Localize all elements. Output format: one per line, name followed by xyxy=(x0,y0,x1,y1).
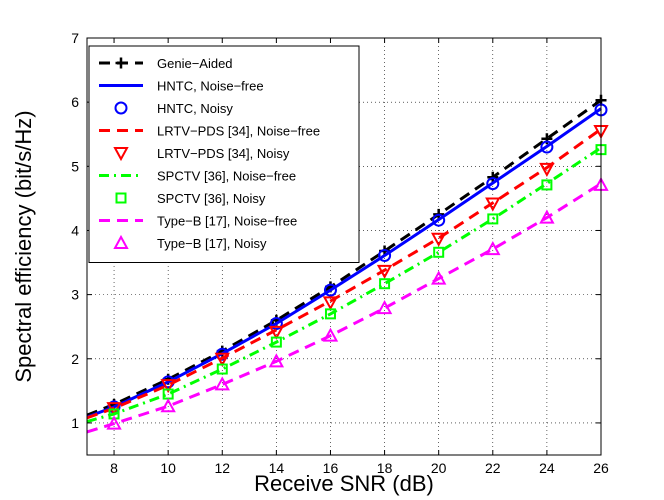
legend-label: HNTC, Noise−free xyxy=(157,79,264,94)
series-lrtv-pds-34-noise-free xyxy=(86,127,602,420)
series-line-lrtv-pds-34-noise-free xyxy=(86,127,602,420)
legend: Genie−Aided HNTC, Noise−free HNTC, Noisy LR… xyxy=(88,45,360,263)
data-point-type-b-17-noisy xyxy=(322,327,339,342)
data-point-spctv-36-noisy xyxy=(379,278,391,290)
x-tick-label: 24 xyxy=(539,460,555,476)
data-point-type-b-17-noisy xyxy=(430,270,447,285)
data-point-lrtv-pds-34-noisy xyxy=(160,379,176,394)
legend-label: Type−B [17], Noise−free xyxy=(157,214,297,229)
x-axis-label: Receive SNR (dB) xyxy=(254,471,434,496)
data-point-lrtv-pds-34-noisy xyxy=(214,352,230,367)
y-tick-label: 5 xyxy=(71,158,79,174)
x-tick-label: 22 xyxy=(485,460,501,476)
data-point-hntc-noisy xyxy=(323,283,337,297)
x-tick-label: 14 xyxy=(269,460,285,476)
data-point-type-b-17-noisy xyxy=(539,209,555,224)
data-point-spctv-36-noisy xyxy=(270,336,282,348)
data-point-hntc-noisy xyxy=(540,140,554,154)
y-axis-label: Spectral efficiency (bit/s/Hz) xyxy=(11,110,36,382)
data-point-lrtv-pds-34-noisy xyxy=(430,232,447,247)
legend-entry-genie-aided: Genie−Aided xyxy=(99,56,233,71)
legend-marker-spctv-36-noisy xyxy=(115,192,127,204)
legend-entry-spctv-36-noise-free: SPCTV [36], Noise−free xyxy=(99,169,296,184)
x-tick-label: 20 xyxy=(431,460,447,476)
series-line-type-b-17-noise-free xyxy=(86,182,602,434)
data-point-type-b-17-noisy xyxy=(214,376,230,391)
x-tick-label: 8 xyxy=(110,460,118,476)
legend-label: LRTV−PDS [34], Noisy xyxy=(157,146,290,161)
legend-entry-lrtv-pds-34-noise-free: LRTV−PDS [34], Noise−free xyxy=(99,124,320,139)
data-point-type-b-17-noisy xyxy=(376,299,393,315)
x-tick-label: 12 xyxy=(214,460,230,476)
data-point-hntc-noisy xyxy=(378,248,392,262)
data-point-spctv-36-noisy xyxy=(216,363,228,375)
y-tick-label: 4 xyxy=(71,222,79,238)
legend-label: HNTC, Noisy xyxy=(157,101,233,116)
legend-entry-hntc-noise-free: HNTC, Noise−free xyxy=(99,79,264,94)
y-tick-label: 6 xyxy=(71,94,79,110)
y-tick-label: 1 xyxy=(71,415,79,431)
legend-label: Genie−Aided xyxy=(157,56,233,71)
legend-box xyxy=(88,45,360,263)
legend-entry-type-b-17-noisy: Type−B [17], Noisy xyxy=(113,234,267,251)
series-line-hntc-noise-free xyxy=(86,107,602,419)
data-point-type-b-17-noisy xyxy=(160,398,176,413)
data-point-spctv-36-noisy xyxy=(433,246,445,258)
series-spctv-36-noise-free xyxy=(86,146,602,424)
series-layer xyxy=(86,94,609,434)
x-tick-label: 18 xyxy=(377,460,393,476)
data-point-hntc-noisy xyxy=(432,213,446,227)
data-point-spctv-36-noisy xyxy=(541,179,553,191)
y-tick-label: 7 xyxy=(71,30,79,46)
legend-marker-lrtv-pds-34-noisy xyxy=(113,147,129,162)
legend-entry-spctv-36-noisy: SPCTV [36], Noisy xyxy=(115,191,266,206)
legend-marker-type-b-17-noisy xyxy=(113,234,129,249)
legend-label: LRTV−PDS [34], Noise−free xyxy=(157,124,320,139)
data-point-lrtv-pds-34-noisy xyxy=(485,197,501,212)
data-point-type-b-17-noisy xyxy=(268,353,285,368)
x-tick-label: 26 xyxy=(593,460,609,476)
data-point-lrtv-pds-34-noisy xyxy=(268,325,285,340)
data-point-spctv-36-noisy xyxy=(487,213,499,225)
y-tick-label: 3 xyxy=(71,287,79,303)
plot-frame xyxy=(86,37,602,456)
legend-entry-type-b-17-noise-free: Type−B [17], Noise−free xyxy=(99,214,297,229)
data-point-spctv-36-noisy xyxy=(324,308,336,320)
series-hntc-noise-free xyxy=(86,107,602,419)
data-point-hntc-noisy xyxy=(486,177,500,191)
data-point-lrtv-pds-34-noisy xyxy=(376,264,393,279)
data-point-type-b-17-noisy xyxy=(106,415,122,430)
x-tick-label: 16 xyxy=(323,460,339,476)
legend-marker-genie-aided xyxy=(115,57,127,69)
data-point-type-b-17-noisy xyxy=(485,240,501,256)
legend-marker-hntc-noisy xyxy=(114,101,128,115)
series-type-b-17-noise-free xyxy=(86,182,602,434)
legend-entry-lrtv-pds-34-noisy: LRTV−PDS [34], Noisy xyxy=(113,146,290,162)
data-point-hntc-noisy xyxy=(269,316,283,330)
legend-label: Type−B [17], Noisy xyxy=(157,236,267,251)
series-line-spctv-36-noise-free xyxy=(86,146,602,424)
x-tick-label: 10 xyxy=(160,460,176,476)
y-tick-label: 2 xyxy=(71,351,79,367)
data-point-lrtv-pds-34-noisy xyxy=(322,296,339,311)
series-type-b-17-noisy xyxy=(106,176,609,430)
data-point-lrtv-pds-34-noisy xyxy=(539,162,555,177)
legend-label: SPCTV [36], Noise−free xyxy=(157,169,296,184)
legend-entry-hntc-noisy: HNTC, Noisy xyxy=(114,101,233,116)
legend-label: SPCTV [36], Noisy xyxy=(157,191,266,206)
